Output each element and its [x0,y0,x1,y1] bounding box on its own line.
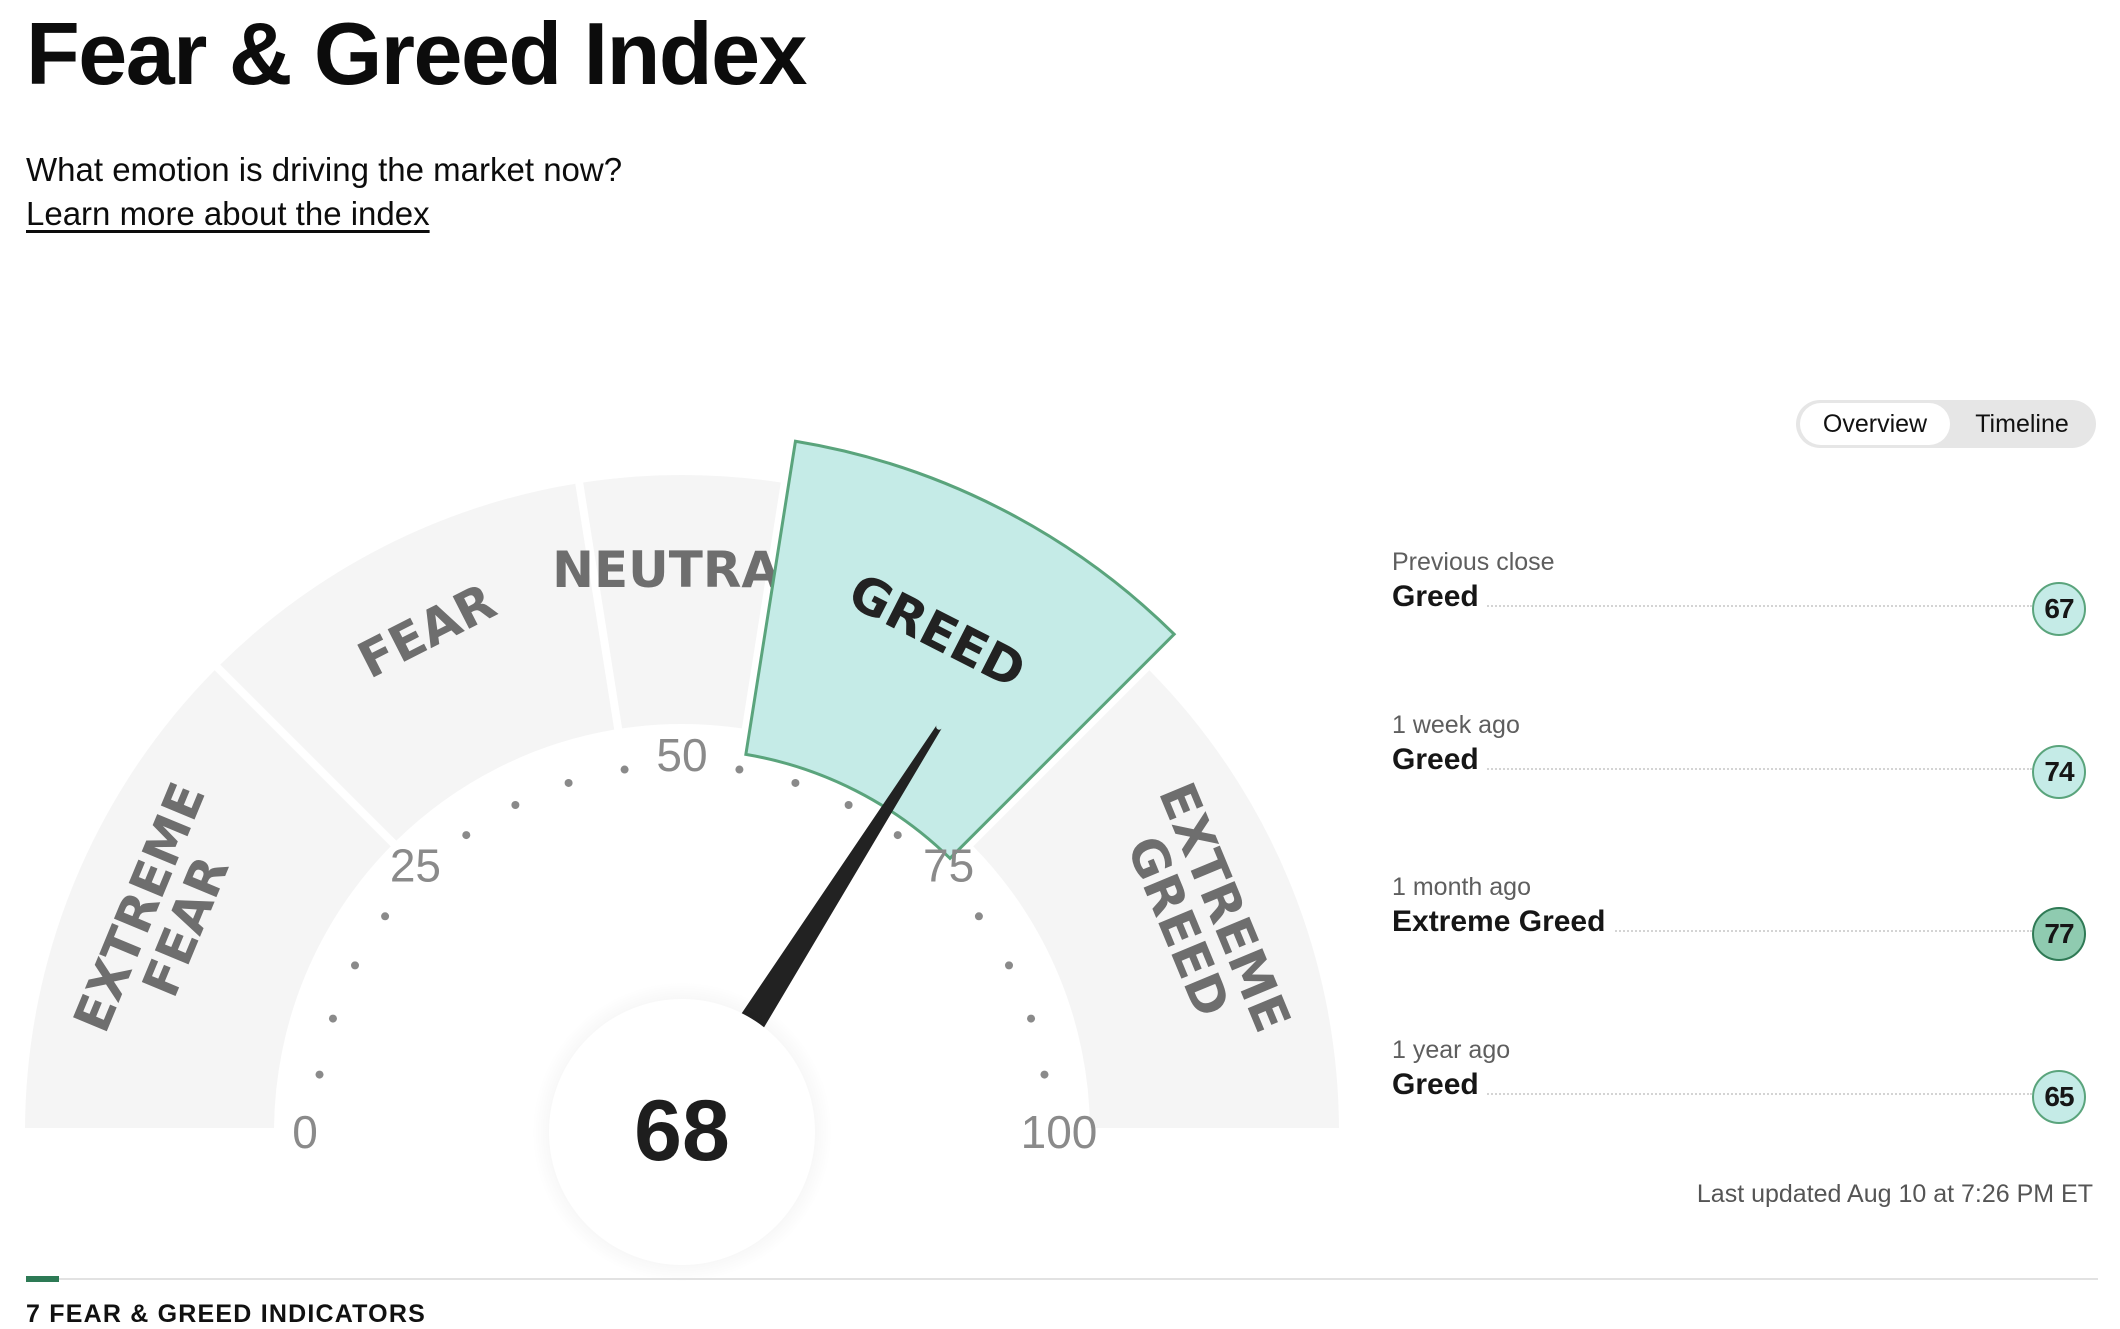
gauge-zone-extreme-fear [25,670,391,1128]
dotted-leader [1392,605,2032,607]
history-label: Previous close [1392,548,1555,576]
gauge-tick-label: 100 [1021,1106,1098,1158]
gauge-tick-label: 50 [656,729,707,781]
history-list: Previous close Greed 67 1 week ago Greed… [1392,540,2092,1190]
gauge-tick-dot [1040,1070,1049,1079]
dotted-leader [1392,767,2032,770]
history-score-badge: 74 [2032,744,2086,799]
last-updated: Last updated Aug 10 at 7:26 PM ET [1696,1180,2093,1208]
dotted-leader [1392,930,2032,932]
dotted-leader [1392,1092,2032,1095]
gauge-hub [549,999,815,1265]
gauge-tick-dot [511,801,520,810]
gauge-zone-greed [744,439,1177,861]
history-score-badge: 67 [2032,582,2086,636]
gauge-zone-neutral [583,475,781,729]
history-row-1-year-ago: 1 year ago Greed 65 [1392,1028,2092,1191]
history-score-badge: 77 [2032,907,2086,961]
gauge-needle [726,725,942,1051]
gauge-zone-extreme-greed [973,670,1339,1128]
page-title: Fear & Greed Index [26,4,807,103]
history-rating: Greed [1392,742,1487,777]
gauge-tick-dot [735,765,744,774]
gauge-score-value: 68 [634,1083,730,1179]
gauge-tick-dot [791,778,800,787]
page-subtitle: What emotion is driving the market now? [26,151,623,188]
gauge-tick-dot [315,1070,324,1079]
history-rating: Extreme Greed [1392,905,1614,939]
timeline-tab[interactable]: Timeline [1975,410,2069,438]
gauge-zone-fear [220,483,615,841]
history-label: 1 month ago [1392,873,1531,901]
gauge-tick-dot [351,961,360,970]
history-row-1-month-ago: 1 month ago Extreme Greed 77 [1392,865,2092,1028]
history-label: 1 year ago [1392,1035,1511,1064]
gauge-tick-dot [381,912,390,921]
learn-more-link[interactable]: Learn more about the index [26,195,430,232]
gauge-tick-dot [1004,961,1013,970]
history-label: 1 week ago [1392,710,1520,739]
gauge-tick-label: 25 [390,839,441,891]
history-row-previous-close: Previous close Greed 67 [1392,540,2092,703]
history-row-1-week-ago: 1 week ago Greed 74 [1392,703,2092,866]
gauge-tick-dot [844,801,853,810]
view-toggle: Overview Timeline [1796,400,2096,448]
gauge-tick-dot [328,1014,337,1023]
indicators-heading: 7 FEAR & GREED INDICATORS [26,1300,426,1328]
zone-label-neutral: NEUTRAL [552,541,812,599]
history-rating: Greed [1392,580,1487,614]
gauge-tick-dot [974,912,983,921]
gauge-tick-label: 0 [292,1106,318,1158]
gauge-tick-dot [462,831,471,840]
gauge-tick-dot [1027,1014,1036,1023]
history-rating: Greed [1392,1067,1487,1102]
gauge-tick-dot [893,831,902,840]
gauge-tick-label: 75 [923,839,974,891]
gauge-tick-dot [564,778,573,787]
section-divider [26,1278,2098,1280]
overview-tab[interactable]: Overview [1800,403,1950,445]
section-accent-bar [26,1276,59,1282]
history-score-badge: 65 [2032,1069,2086,1124]
gauge-tick-dot [620,765,629,774]
